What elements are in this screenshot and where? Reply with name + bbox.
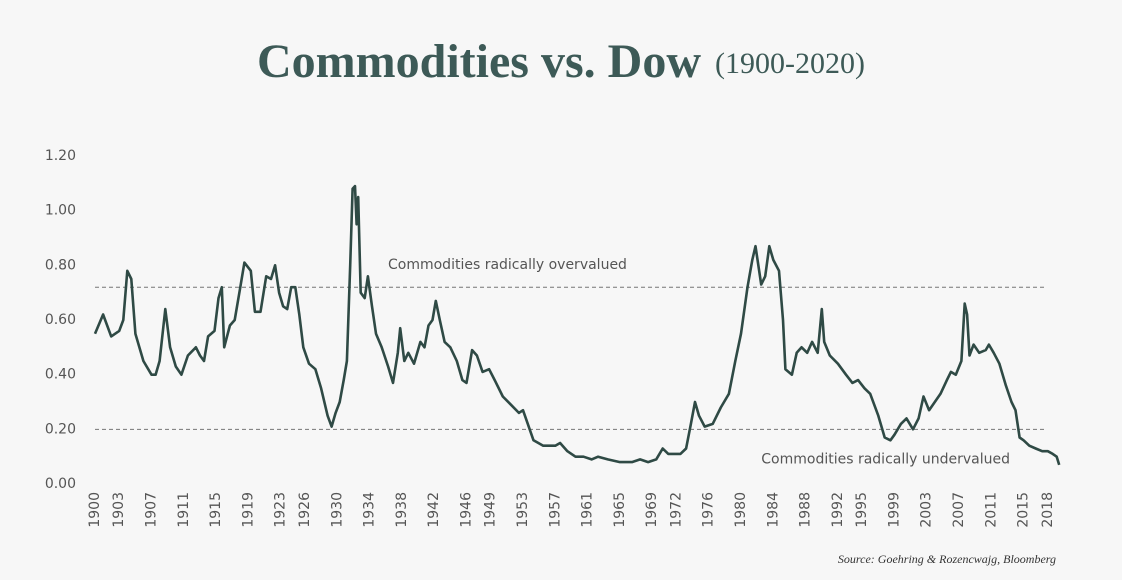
x-tick-label: 1942 — [426, 492, 442, 528]
x-tick-label: 1900 — [87, 492, 103, 528]
y-tick-label: 1.00 — [45, 203, 76, 219]
chart-title-group: Commodities vs. Dow (1900-2020) — [257, 35, 865, 88]
y-tick-label: 0.80 — [45, 257, 76, 273]
x-tick-label: 2011 — [983, 492, 999, 528]
annotation: Commodities radically undervalued — [761, 451, 1010, 467]
x-tick-label: 2018 — [1040, 492, 1056, 528]
x-tick-label: 1969 — [644, 492, 660, 528]
x-tick-label: 1976 — [701, 492, 717, 528]
x-tick-label: 1992 — [830, 492, 846, 528]
y-tick-label: 0.60 — [45, 312, 76, 328]
x-tick-label: 1999 — [886, 492, 902, 528]
x-tick-label: 1923 — [273, 492, 289, 528]
x-tick-label: 1907 — [144, 492, 160, 528]
x-tick-label: 1984 — [765, 492, 781, 528]
chart-subtitle: (1900-2020) — [715, 47, 865, 80]
x-tick-label: 1965 — [612, 492, 628, 528]
x-tick-label: 2007 — [951, 492, 967, 528]
chart-title: Commodities vs. Dow — [257, 35, 701, 88]
y-tick-label: 0.00 — [45, 476, 76, 492]
x-tick-label: 1957 — [547, 492, 563, 528]
x-tick-label: 1980 — [733, 492, 749, 528]
x-tick-label: 2015 — [1016, 492, 1032, 528]
x-tick-label: 1915 — [208, 492, 224, 528]
x-tick-label: 1972 — [668, 492, 684, 528]
data-line — [93, 184, 1061, 466]
x-tick-label: 1995 — [854, 492, 870, 528]
x-tick-label: 1961 — [580, 492, 596, 528]
x-tick-label: 1903 — [111, 492, 127, 528]
x-tick-label: 1946 — [458, 492, 474, 528]
x-tick-label: 1926 — [297, 492, 313, 528]
x-tick-label: 1949 — [483, 492, 499, 528]
x-tick-label: 2003 — [919, 492, 935, 528]
x-tick-label: 1988 — [798, 492, 814, 528]
annotation: Commodities radically overvalued — [388, 257, 627, 273]
y-tick-label: 1.20 — [45, 148, 76, 164]
x-tick-label: 1911 — [176, 492, 192, 528]
x-tick-label: 1953 — [515, 492, 531, 528]
x-tick-label: 1919 — [240, 492, 256, 528]
y-tick-label: 0.20 — [45, 421, 76, 437]
y-tick-label: 0.40 — [45, 367, 76, 383]
x-tick-label: 1934 — [362, 492, 378, 528]
source-note: Source: Goehring & Rozencwajg, Bloomberg — [838, 552, 1056, 566]
x-tick-label: 1930 — [329, 492, 345, 528]
x-tick-label: 1938 — [394, 492, 410, 528]
